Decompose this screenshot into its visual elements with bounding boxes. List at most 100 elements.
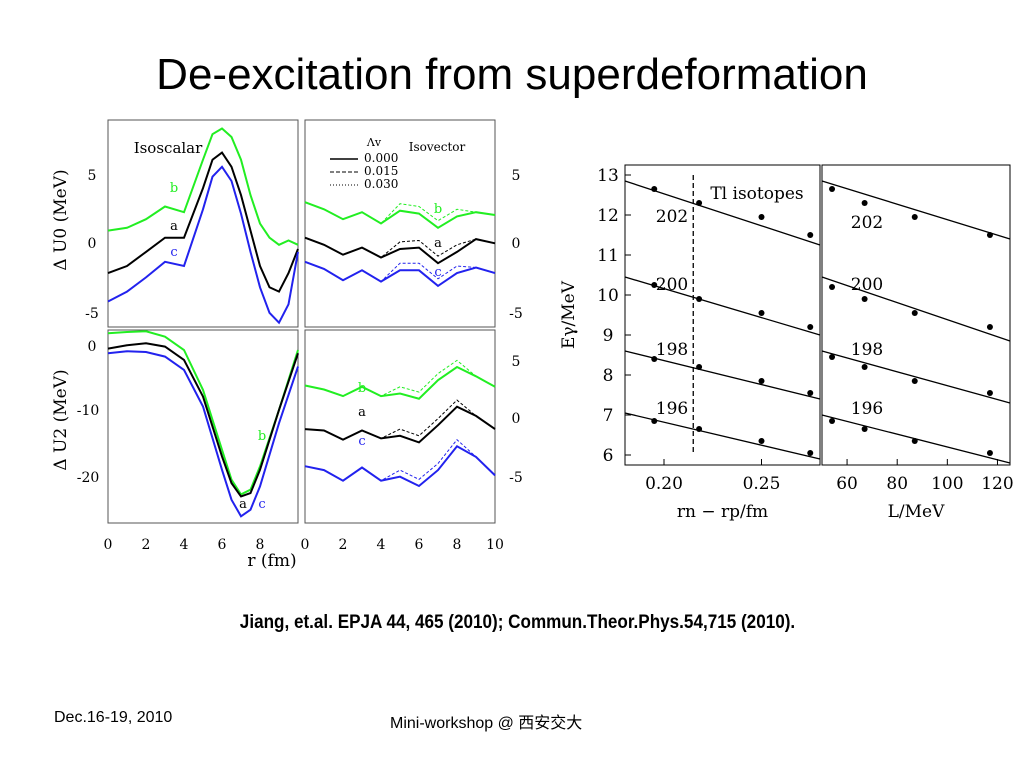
isovector-label: Isovector — [409, 140, 466, 154]
curve-c-iso2 — [107, 350, 299, 518]
point-L-198-0 — [829, 354, 836, 360]
point-L-202-3 — [986, 232, 993, 238]
panel-frame-iso0 — [107, 119, 299, 328]
curve-label-a-vec2: a — [358, 405, 366, 420]
curve-a-vec2 — [304, 405, 496, 444]
fit-line-rnrp-3 — [624, 412, 821, 460]
curve-label-c-vec0: c — [434, 265, 441, 280]
curve-label-a-iso2: a — [239, 497, 247, 512]
footer-event: Mini-workshop @ 西安交大 — [390, 715, 583, 732]
xlabel-rnrp: rn − rp/fm — [677, 502, 768, 522]
point-rnrp-198-0 — [651, 356, 658, 362]
ylabel-du0: Δ U0 (MeV) — [51, 169, 71, 270]
ytick-scatter-10: 10 — [597, 286, 619, 306]
point-L-202-0 — [829, 186, 836, 192]
xtick-L-1: 80 — [886, 474, 908, 494]
xtick-left-0: 0 — [104, 537, 113, 553]
ytick-top-right-2: -5 — [509, 306, 523, 322]
curve-c-vec2 — [304, 445, 496, 488]
ylabel-egamma: Eγ/MeV — [559, 280, 579, 349]
curve-dashed-a-vec2 — [304, 399, 496, 441]
point-rnrp-202-3 — [807, 232, 814, 238]
point-rnrp-200-0 — [651, 282, 658, 288]
point-rnrp-198-2 — [758, 378, 765, 384]
xtick-right-5: 10 — [486, 537, 504, 553]
point-rnrp-196-2 — [758, 438, 765, 444]
ytick-scatter-8: 8 — [603, 366, 614, 386]
ytick-scatter-11: 11 — [597, 246, 619, 266]
xtick-rnrp-1: 0.25 — [743, 474, 781, 494]
ytick-bottom-left-1: -10 — [77, 403, 100, 419]
point-L-198-2 — [911, 378, 918, 384]
legend-value-0: 0.000 — [364, 151, 398, 165]
ylabel-du2: Δ U2 (MeV) — [51, 369, 71, 470]
xtick-right-4: 8 — [453, 537, 462, 553]
ytick-bottom-left-2: -20 — [77, 470, 100, 486]
curve-b-iso0 — [107, 127, 299, 246]
tl-isotopes-label: Tl isotopes — [710, 184, 803, 204]
point-rnrp-196-1 — [696, 426, 703, 432]
xtick-left-1: 2 — [142, 537, 151, 553]
fit-line-rnrp-2 — [624, 350, 821, 400]
scatter-frame-0 — [624, 164, 821, 466]
curve-label-c-iso0: c — [170, 245, 177, 260]
curve-b-iso2 — [107, 330, 299, 496]
xlabel-L: L/MeV — [888, 502, 945, 522]
curve-label-a-iso0: a — [170, 219, 178, 234]
point-L-196-3 — [986, 450, 993, 456]
ytick-scatter-6: 6 — [603, 446, 614, 466]
point-L-202-2 — [911, 214, 918, 220]
point-L-200-0 — [829, 284, 836, 290]
fit-line-L-1 — [821, 276, 1011, 342]
isotope-label-left-196: 196 — [656, 399, 688, 419]
legend-value-2: 0.030 — [364, 177, 398, 191]
xtick-right-1: 2 — [339, 537, 348, 553]
curve-a-iso0 — [107, 151, 299, 293]
footer-date: Dec.16-19, 2010 — [54, 709, 173, 726]
point-L-196-2 — [911, 438, 918, 444]
curve-a-iso2 — [107, 342, 299, 498]
curve-b-vec2 — [304, 365, 496, 400]
point-rnrp-196-3 — [807, 450, 814, 456]
xtick-right-2: 4 — [377, 537, 386, 553]
scatter-frame-1 — [821, 164, 1011, 466]
legend-value-1: 0.015 — [364, 164, 398, 178]
xtick-rnrp-0: 0.20 — [645, 474, 683, 494]
slide-title: De-excitation from superdeformation — [156, 50, 868, 99]
xtick-L-2: 100 — [931, 474, 963, 494]
fit-line-rnrp-1 — [624, 276, 821, 336]
point-rnrp-202-0 — [651, 186, 658, 192]
ytick-top-left-2: -5 — [85, 306, 99, 322]
curve-label-b-iso0: b — [170, 181, 178, 196]
point-rnrp-200-1 — [696, 296, 703, 302]
curve-label-b-vec2: b — [358, 381, 366, 396]
isotope-label-right-198: 198 — [851, 340, 883, 360]
curve-label-c-vec2: c — [358, 434, 365, 449]
curve-dashed-a-vec0 — [304, 237, 496, 259]
curve-a-vec0 — [304, 236, 496, 265]
point-L-200-2 — [911, 310, 918, 316]
point-L-198-1 — [861, 364, 868, 370]
point-rnrp-198-1 — [696, 364, 703, 370]
isotope-label-right-196: 196 — [851, 399, 883, 419]
citation: Jiang, et.al. EPJA 44, 465 (2010); Commu… — [239, 612, 796, 633]
ytick-bottom-left-0: 0 — [88, 339, 97, 355]
ytick-scatter-13: 13 — [597, 166, 619, 186]
panel-frame-iso2 — [107, 329, 299, 524]
ytick-top-right-0: 5 — [512, 168, 521, 184]
ytick-bottom-right-1: 0 — [512, 411, 521, 427]
ytick-scatter-7: 7 — [603, 406, 614, 426]
isotope-label-left-198: 198 — [656, 340, 688, 360]
curve-label-b-iso2: b — [258, 429, 266, 444]
point-L-198-3 — [986, 390, 993, 396]
fit-line-L-0 — [821, 180, 1011, 240]
curve-dashed-b-vec0 — [304, 201, 496, 225]
point-rnrp-200-2 — [758, 310, 765, 316]
xtick-L-0: 60 — [836, 474, 858, 494]
isotope-label-left-202: 202 — [656, 207, 688, 227]
ytick-bottom-right-0: 5 — [512, 354, 521, 370]
xtick-L-3: 120 — [981, 474, 1013, 494]
curve-label-b-vec0: b — [434, 202, 442, 217]
isotope-label-right-200: 200 — [851, 275, 883, 295]
